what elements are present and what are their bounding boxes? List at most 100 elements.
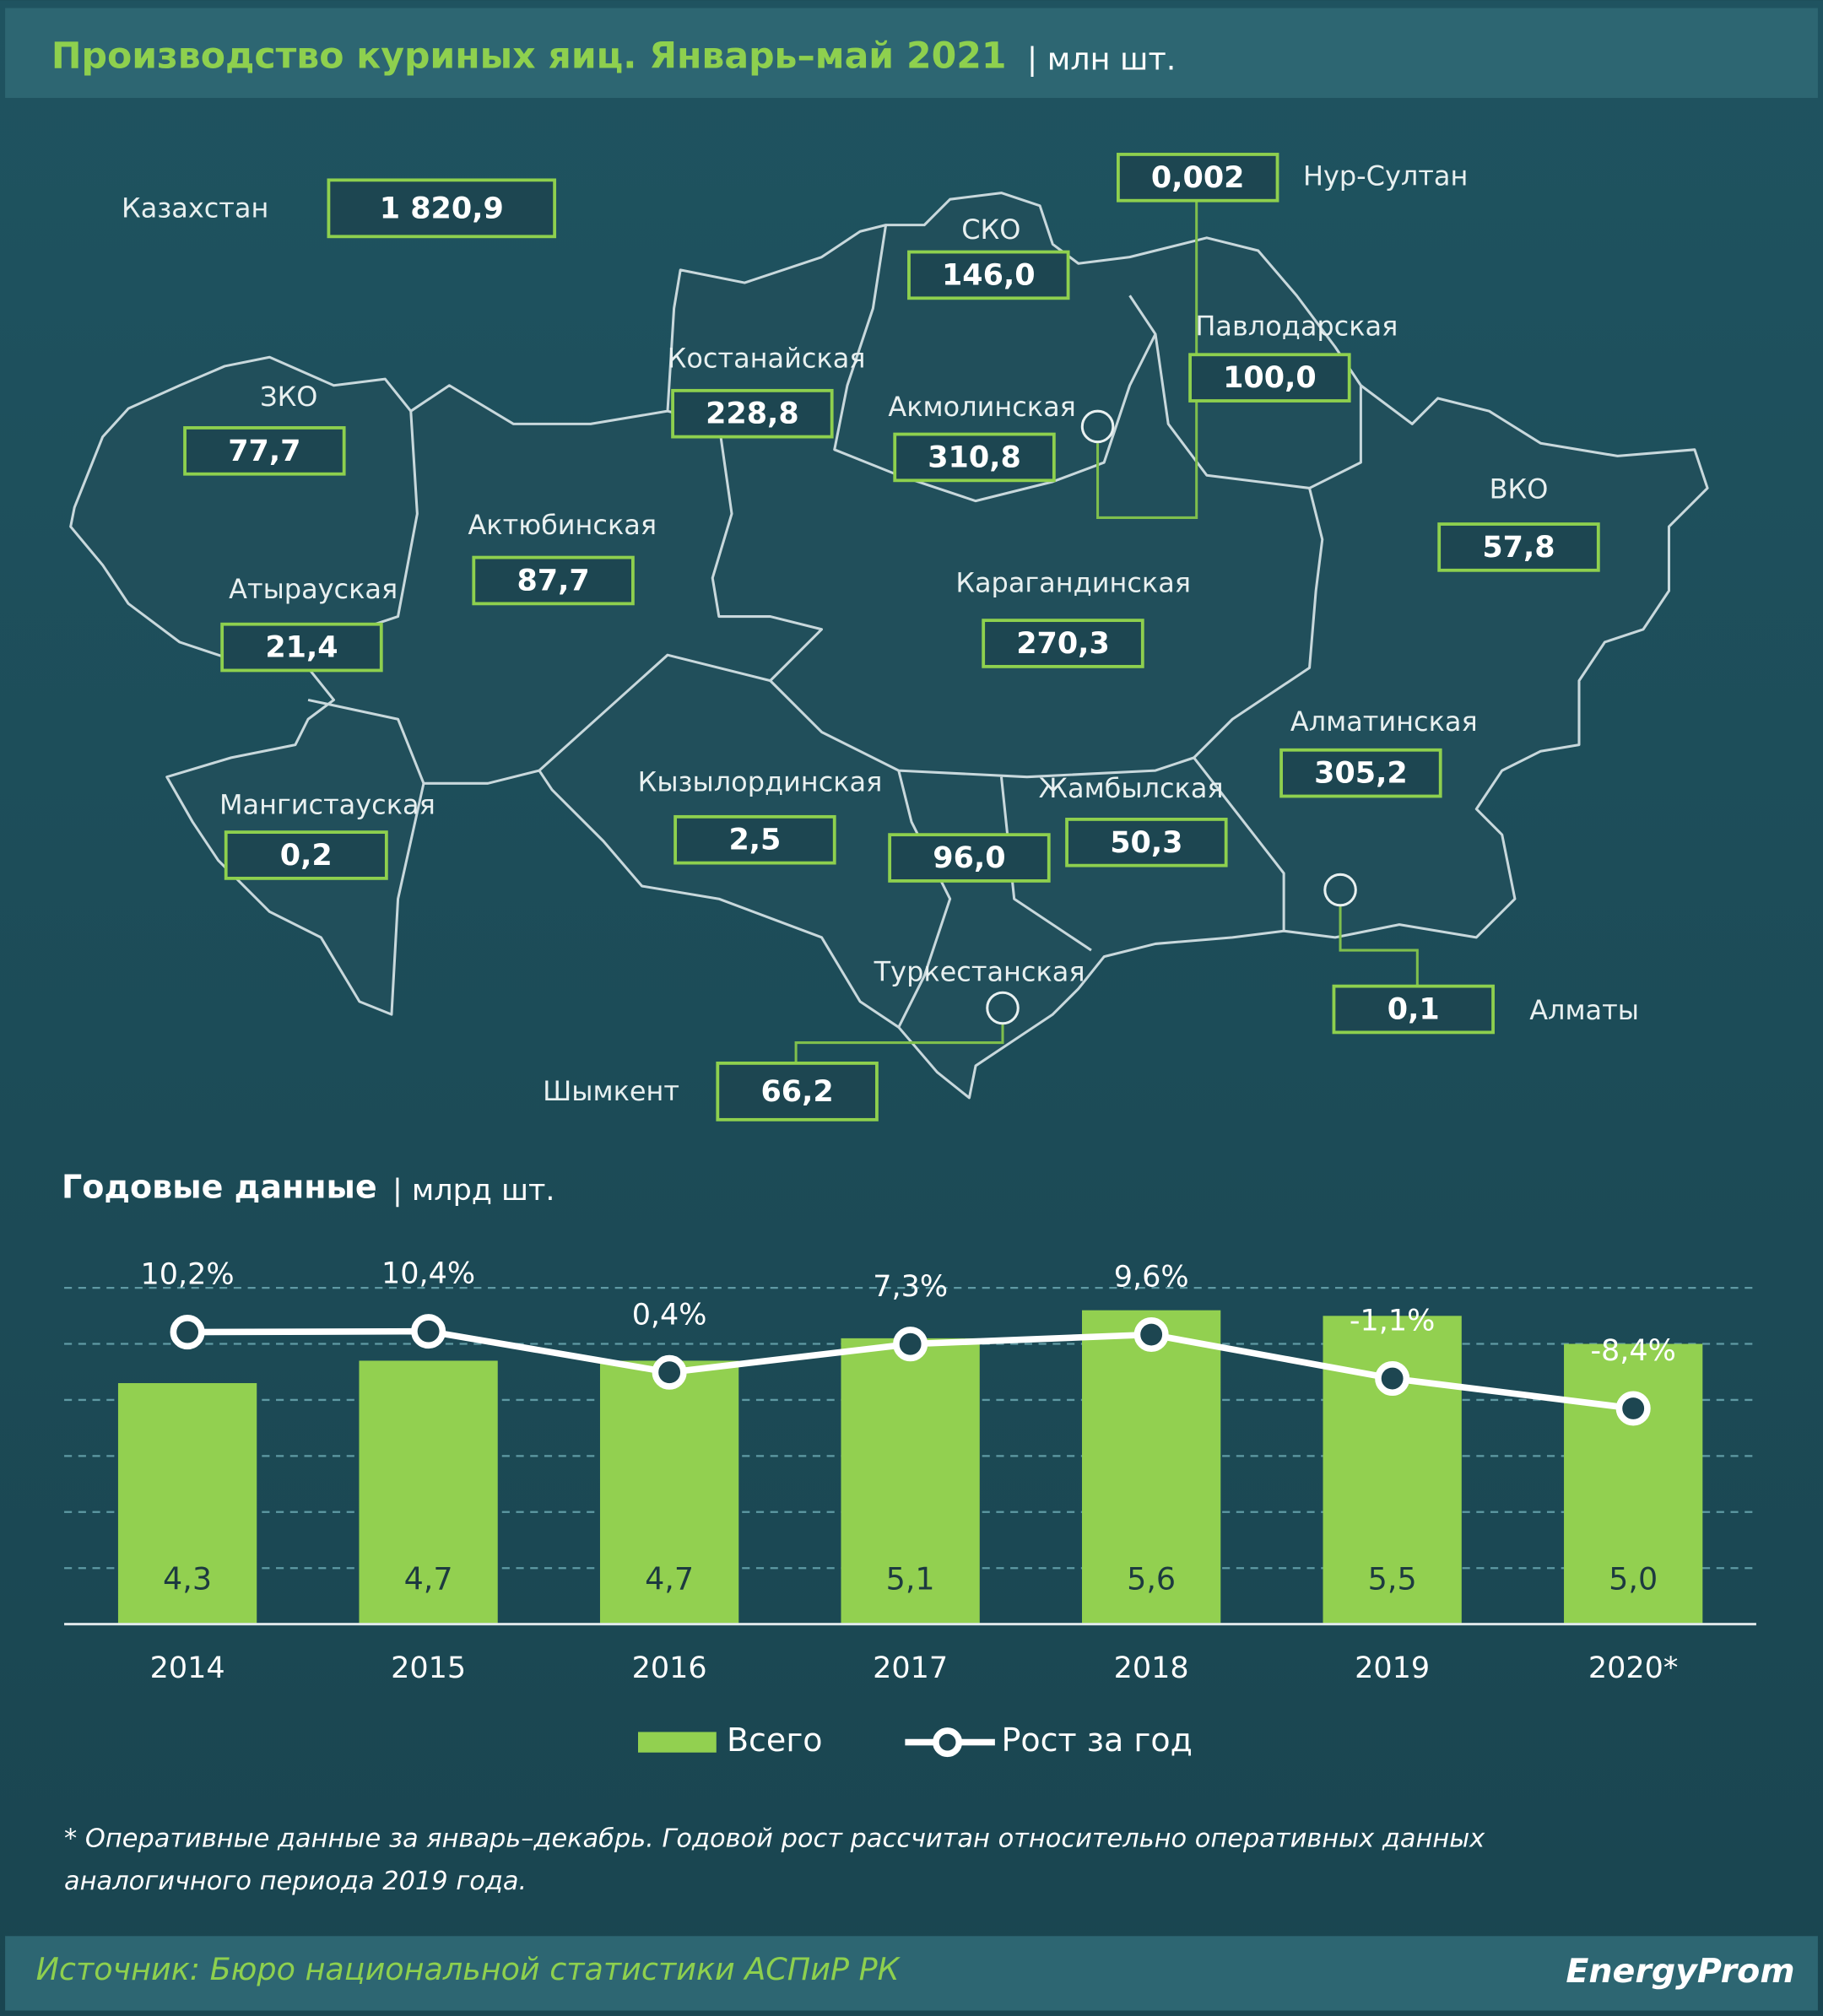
line-value-label: 10,4% [381,1257,475,1291]
region-name: Шымкент [543,1075,679,1107]
bar [599,1360,739,1624]
line-marker [170,1315,205,1350]
bar [841,1338,980,1624]
region-value: 305,2 [1314,757,1408,791]
title: Производство куриных яиц. Январь–май 202… [51,35,1007,77]
line-value-label: -8,4% [1590,1334,1675,1368]
value-box [183,426,346,476]
region-border [897,770,952,1028]
line-marker [1375,1360,1410,1397]
x-tick-label: 2014 [150,1651,225,1685]
region-name: СКО [961,213,1020,246]
x-tick-label: 2016 [632,1651,707,1685]
bar-value-label: 5,5 [1368,1560,1417,1597]
value-box [893,432,1056,483]
footer-bar [5,1936,1818,2011]
x-tick-label: 2020* [1588,1651,1678,1685]
country-outline [69,192,1709,1100]
unit: | млн шт. [1027,41,1177,77]
region-value: 77,7 [228,435,300,468]
region-name: Алматы [1529,994,1639,1026]
bar-value-label: 4,7 [645,1560,694,1597]
region-name: ЗКО [260,381,317,413]
region-value: 310,8 [928,440,1021,474]
region-value: 87,7 [517,564,589,597]
region-name: Акмолинская [888,391,1075,423]
region-name: Алматинская [1290,705,1478,738]
region-value: 2,5 [728,824,781,857]
x-tick-label: 2017 [873,1651,948,1685]
region-value: 57,8 [1482,531,1555,565]
value-box [1279,748,1442,798]
legend-swatch [933,1727,963,1758]
region-value: 146,0 [942,258,1036,292]
value-box [472,555,635,606]
region-name: Туркестанская [874,955,1085,987]
value-box [224,830,388,880]
line-marker [893,1327,928,1362]
region-value: 100,0 [1223,361,1317,395]
value-box [716,1062,879,1122]
line-value-label: 7,3% [873,1270,948,1304]
bar-value-label: 5,0 [1609,1560,1658,1597]
value-box [1332,984,1495,1035]
bar [1564,1343,1703,1624]
region-value: 1 820,9 [380,192,504,225]
line-value-label: 0,4% [632,1298,707,1332]
footnote: * Оперативные данные за январь–декабрь. … [64,1824,1485,1854]
region-name: Жамбылская [1039,772,1224,804]
region-name: Карагандинская [955,567,1191,599]
leader-line [1339,906,1419,986]
region-name: Атырауская [229,573,398,605]
value-box [907,250,1070,300]
bar [117,1383,257,1624]
region-value: 66,2 [760,1075,833,1109]
region-name: Костанайская [668,342,866,374]
value-box [673,814,836,865]
region-name: Павлодарская [1195,310,1398,342]
line-marker [1133,1316,1169,1353]
value-box [1065,817,1228,867]
region-name: Кызылординская [638,765,883,797]
legend-label: Рост за год [1001,1721,1192,1759]
bar-value-label: 4,7 [404,1560,453,1597]
value-box [220,622,383,673]
footnote: аналогичного периода 2019 года. [64,1867,527,1896]
bar-value-label: 5,6 [1127,1560,1176,1597]
region-name: ВКО [1490,473,1549,505]
region-border [999,776,1092,952]
line-value-label: 10,2% [141,1258,235,1292]
line-marker [411,1314,446,1349]
bar [359,1360,498,1624]
value-box [1437,522,1600,572]
line-value-label: 9,6% [1114,1261,1189,1294]
region-border [1193,756,1285,932]
line-marker [1615,1391,1651,1426]
value-box [671,388,834,439]
bar-value-label: 4,3 [163,1560,212,1597]
logo: EnergyProm [1566,1952,1794,1991]
value-box [1117,153,1279,203]
region-border [1154,333,1310,489]
x-tick-label: 2015 [391,1651,466,1685]
region-value: 270,3 [1016,627,1110,661]
legend-swatch [638,1732,717,1753]
line-value-label: -1,1% [1350,1305,1435,1338]
region-border [833,224,1157,503]
value-box [1188,353,1351,403]
legend-label: Всего [727,1721,823,1759]
region-value: 0,002 [1151,161,1245,195]
city-marker [1323,873,1357,907]
bar [1082,1310,1221,1624]
leader-line [794,1023,1004,1063]
region-value: 0,1 [1388,993,1440,1027]
region-name: Актюбинская [468,509,657,541]
value-box [888,833,1051,883]
chart-unit: | млрд шт. [392,1174,555,1208]
region-border [538,409,824,772]
x-tick-label: 2018 [1114,1651,1189,1685]
value-box [982,619,1144,668]
